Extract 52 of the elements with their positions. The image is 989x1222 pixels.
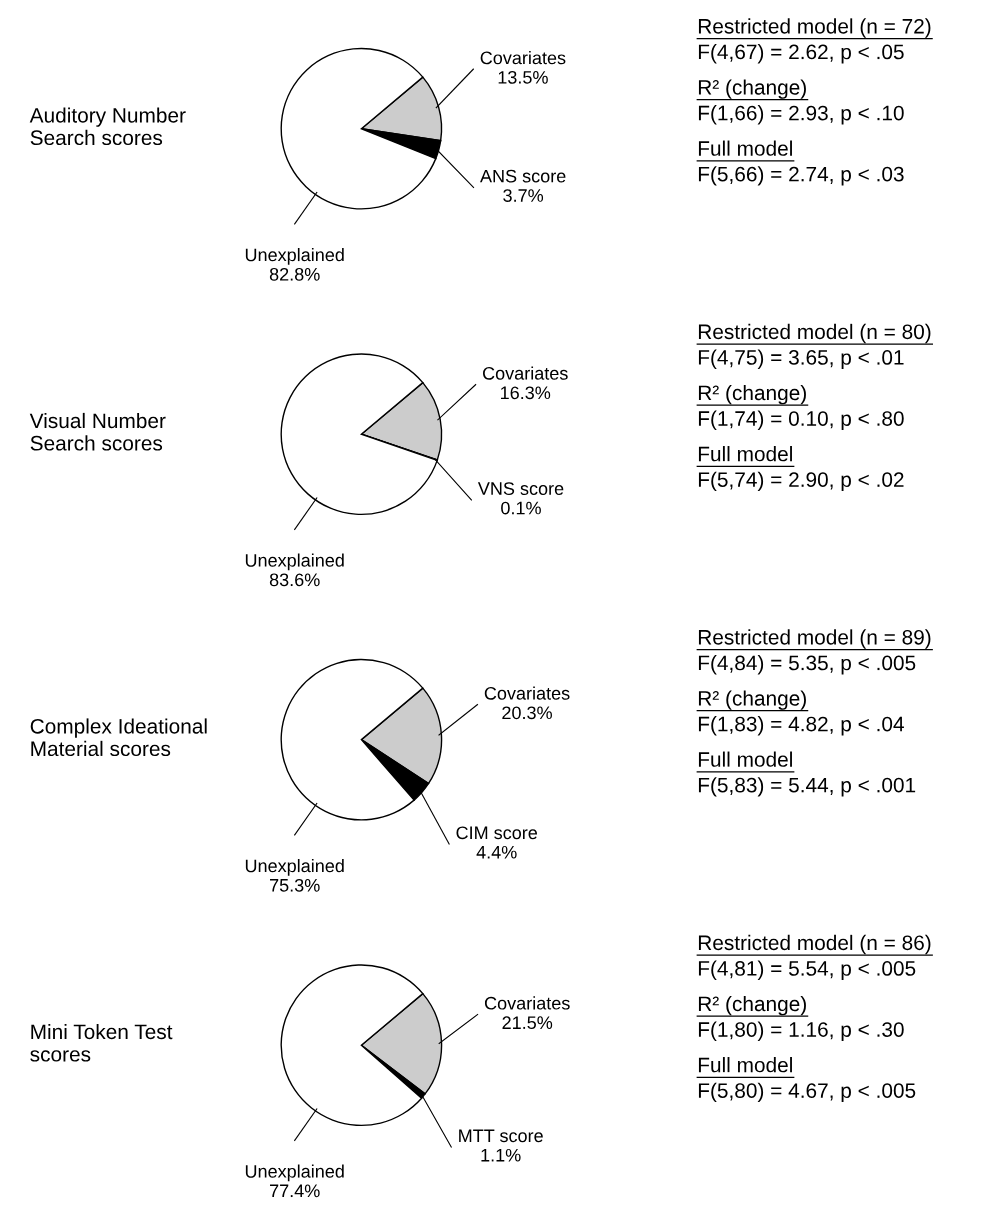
slice-label: VNS score bbox=[477, 482, 564, 495]
data-label: 0.1% bbox=[501, 501, 541, 515]
text: Restricted model (n = 72) bbox=[698, 18, 931, 38]
slice-label: Unexplained bbox=[245, 1164, 344, 1182]
data-label: 4.4% bbox=[476, 845, 517, 859]
text: F(1,66) = 2.93, p < .10 bbox=[698, 105, 904, 125]
slice-label: Unexplained bbox=[245, 859, 344, 876]
data-label: 20.3% bbox=[502, 706, 552, 720]
data-label: 77.4% bbox=[270, 1184, 320, 1198]
slice-label: CIM score bbox=[456, 826, 538, 840]
text: Mini Token Test scores bbox=[30, 1023, 173, 1062]
slice-label: Covariates bbox=[484, 996, 570, 1010]
data-label: 21.5% bbox=[502, 1016, 553, 1030]
text: Full model bbox=[698, 1057, 792, 1073]
text: Restricted model (n = 89) bbox=[698, 629, 931, 649]
text: Visual Number Search scores bbox=[29, 412, 166, 451]
text: F(4,81) = 5.54, p < .005 bbox=[698, 960, 916, 980]
text: Complex Ideational Material scores bbox=[30, 718, 207, 757]
text: Full model bbox=[698, 751, 792, 767]
slice-label: Covariates bbox=[484, 686, 570, 700]
text: R² (change) bbox=[698, 79, 806, 99]
text: R² (change) bbox=[698, 384, 806, 405]
text: F(1,74) = 0.10, p < .80 bbox=[698, 410, 904, 431]
text: Restricted model (n = 80) bbox=[698, 323, 931, 344]
slice-label: Unexplained bbox=[245, 248, 344, 265]
data-label: 83.6% bbox=[269, 573, 320, 587]
data-label: 3.7% bbox=[503, 189, 544, 202]
text: F(4,67) = 2.62, p < .05 bbox=[698, 43, 904, 64]
text: Full model bbox=[698, 446, 792, 462]
data-label: 82.8% bbox=[269, 267, 320, 281]
slice-label: Covariates bbox=[480, 51, 566, 65]
data-label: 13.5% bbox=[498, 70, 548, 84]
text: Auditory Number Search scores bbox=[29, 107, 186, 146]
slice-label: MTT score bbox=[459, 1129, 543, 1143]
text: F(1,80) = 1.16, p < .30 bbox=[698, 1021, 904, 1042]
slice-label: ANS score bbox=[480, 169, 566, 183]
text: F(5,83) = 5.44, p < .001 bbox=[698, 777, 916, 797]
data-label: 75.3% bbox=[270, 878, 320, 892]
text: R² (change) bbox=[698, 690, 806, 710]
text: F(5,80) = 4.67, p < .005 bbox=[698, 1082, 916, 1103]
text: F(5,66) = 2.74, p < .03 bbox=[698, 166, 904, 186]
text: R² (change) bbox=[698, 995, 806, 1016]
text: F(5,74) = 2.90, p < .02 bbox=[698, 471, 904, 492]
text: Full model bbox=[698, 140, 792, 156]
data-label: 1.1% bbox=[481, 1148, 521, 1162]
text: Restricted model (n = 86) bbox=[698, 934, 931, 955]
text: F(4,84) = 5.35, p < .005 bbox=[698, 654, 916, 675]
text: F(1,83) = 4.82, p < .04 bbox=[698, 716, 904, 736]
slice-label: Covariates bbox=[482, 366, 568, 380]
data-label: 16.3% bbox=[501, 386, 551, 400]
slice-label: Unexplained bbox=[245, 553, 344, 571]
text: F(4,75) = 3.65, p < .01 bbox=[698, 349, 904, 369]
